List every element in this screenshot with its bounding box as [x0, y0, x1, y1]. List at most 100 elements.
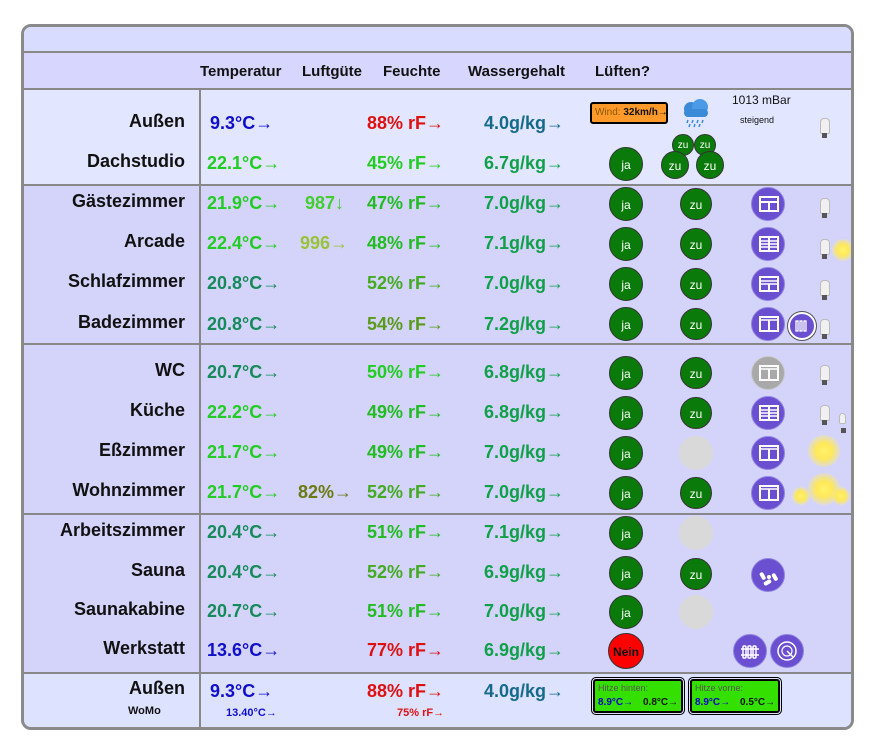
window-unknown-indicator [679, 436, 713, 470]
window-closed-indicator: zu [696, 151, 724, 179]
ventilate-yes-button[interactable]: ja [609, 595, 643, 629]
room-name-esszimmer: Eßzimmer [98, 440, 185, 460]
window-unknown-indicator [679, 595, 713, 629]
temp-value: 9.3°C→ [210, 113, 274, 133]
water-content-value: 7.0g/kg→ [484, 193, 565, 213]
humidity-value: 52% rF→ [367, 562, 445, 582]
room-name-arbeitszimmer: Arbeitszimmer [59, 520, 185, 540]
top-bar [24, 27, 851, 51]
womo-name: Außen [129, 678, 185, 698]
pressure-value: 1013 mBar [732, 93, 791, 107]
heater-button[interactable] [733, 634, 767, 668]
humidity-value: 88% rF→ [367, 113, 445, 133]
ventilate-yes-button[interactable]: ja [609, 556, 643, 590]
window-blinds-button[interactable] [751, 476, 785, 510]
window-closed-indicator: zu [680, 477, 712, 509]
window-closed-indicator: zu [680, 558, 712, 590]
window-blinds-button[interactable] [751, 356, 785, 390]
window-blinds-button[interactable] [751, 267, 785, 301]
light-bulb-icon[interactable] [820, 198, 830, 218]
ventilate-yes-button[interactable]: ja [609, 267, 643, 301]
fan-button[interactable] [751, 558, 785, 592]
ventilate-yes-button[interactable]: ja [609, 147, 643, 181]
ventilate-yes-button[interactable]: ja [609, 476, 643, 510]
humidity-value: 48% rF→ [367, 233, 445, 253]
water-content-value: 6.9g/kg→ [484, 640, 565, 660]
window-closed-indicator: zu [680, 357, 712, 389]
light-bulb-icon[interactable] [820, 405, 830, 425]
header-feuchte: Feuchte [383, 63, 441, 80]
humidity-value: 51% rF→ [367, 522, 445, 542]
womo-humidity-small: 75% rF→ [397, 707, 445, 719]
gauge-button[interactable] [770, 634, 804, 668]
light-bulb-icon[interactable] [820, 118, 830, 138]
ventilate-yes-button[interactable]: ja [609, 516, 643, 550]
womo-sub: WoMo [128, 705, 161, 717]
light-bulb-icon[interactable] [820, 319, 830, 339]
ventilate-yes-button[interactable]: ja [609, 356, 643, 390]
room-name-kueche: Küche [129, 400, 185, 420]
window-closed-indicator: zu [680, 228, 712, 260]
water-content-value: 4.0g/kg→ [484, 113, 565, 133]
window-blinds-button[interactable] [751, 227, 785, 261]
light-bulb-icon[interactable] [820, 280, 830, 300]
window-blinds-button[interactable] [751, 307, 785, 341]
window-blinds-button[interactable] [751, 396, 785, 430]
ventilate-yes-button[interactable]: ja [609, 396, 643, 430]
window-closed-indicator: zu [680, 268, 712, 300]
pressure-trend: steigend [740, 115, 775, 125]
section-ground-floor [24, 343, 851, 515]
light-bulb-icon[interactable] [839, 413, 846, 433]
ventilate-yes-button[interactable]: ja [609, 436, 643, 470]
air-quality-value: 987↓ [305, 193, 345, 213]
humidity-value: 77% rF→ [367, 640, 445, 660]
header-lueften: Lüften? [595, 63, 650, 80]
temp-value: 20.8°C→ [207, 273, 281, 293]
water-content-value: 6.7g/kg→ [484, 153, 565, 173]
heat-front-value-a: 8.9°C→ [695, 697, 731, 708]
ventilate-yes-button[interactable]: ja [609, 227, 643, 261]
light-bulb-icon[interactable] [820, 239, 830, 259]
ventilate-yes-button[interactable]: ja [609, 307, 643, 341]
water-content-value: 7.1g/kg→ [484, 522, 565, 542]
water-content-value: 7.0g/kg→ [484, 273, 565, 293]
humidity-value: 54% rF→ [367, 314, 445, 334]
window-closed-indicator: zu [680, 308, 712, 340]
wind-value: 32km/h [623, 107, 658, 118]
header-row: Temperatur Luftgüte Feuchte Wassergehalt… [24, 51, 851, 90]
light-bulb-icon[interactable] [820, 365, 830, 385]
section-basement [24, 513, 851, 674]
water-content-value: 7.2g/kg→ [484, 314, 565, 334]
rain-cloud-icon [679, 99, 713, 134]
light-bulb-on-icon[interactable] [792, 487, 810, 505]
window-blinds-button[interactable] [751, 436, 785, 470]
light-bulb-on-icon[interactable] [808, 435, 840, 467]
light-bulb-on-icon[interactable] [832, 487, 850, 505]
water-content-value: 7.0g/kg→ [484, 601, 565, 621]
humidity-value: 47% rF→ [367, 193, 445, 213]
temp-value: 21.7°C→ [207, 442, 281, 462]
dashboard-frame: Temperatur Luftgüte Feuchte Wassergehalt… [21, 24, 854, 730]
window-blinds-button[interactable] [751, 187, 785, 221]
heat-rear-box: Hitze hinten: 8.9°C→ 0.8°C→ [591, 677, 685, 715]
room-name-badezimmer: Badezimmer [77, 312, 185, 332]
humidity-value: 49% rF→ [367, 442, 445, 462]
room-name-schlafzimmer: Schlafzimmer [67, 271, 185, 291]
header-luftguete: Luftgüte [302, 63, 362, 80]
humidity-value: 49% rF→ [367, 402, 445, 422]
room-name-arcade: Arcade [123, 231, 185, 251]
water-content-value: 7.0g/kg→ [484, 442, 565, 462]
ventilate-no-button[interactable]: Nein [608, 633, 644, 669]
temp-value: 13.6°C→ [207, 640, 281, 660]
light-bulb-on-icon[interactable] [832, 239, 851, 261]
temp-value: 21.9°C→ [207, 193, 281, 213]
humidity-value: 50% rF→ [367, 362, 445, 382]
ventilate-yes-button[interactable]: ja [609, 187, 643, 221]
temp-value: 20.7°C→ [207, 362, 281, 382]
water-content-value: 6.8g/kg→ [484, 402, 565, 422]
heat-rear-title: Hitze hinten: [598, 683, 649, 693]
womo-humidity: 88% rF→ [367, 681, 445, 701]
room-name-gaestezimmer: Gästezimmer [71, 191, 185, 211]
water-content-value: 6.8g/kg→ [484, 362, 565, 382]
air-quality-value: 82%→ [298, 482, 353, 502]
